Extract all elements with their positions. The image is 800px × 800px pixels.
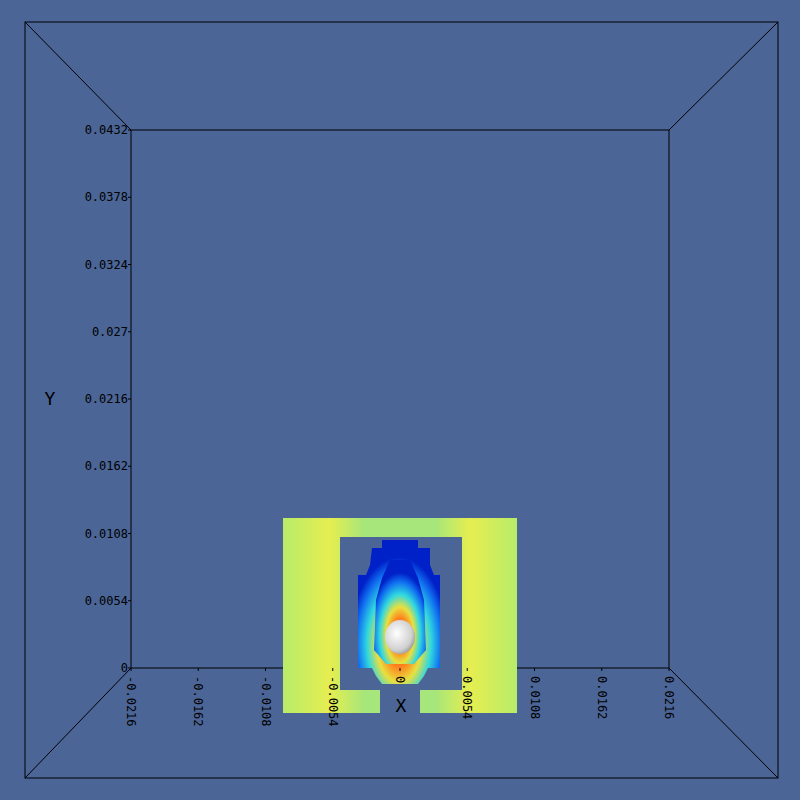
y-tick [128,399,131,400]
y-tick [128,130,131,131]
y-tick-label: 0.0216 [85,392,128,406]
x-axis-label: X [396,695,407,716]
y-tick-label: 0.0162 [85,459,128,473]
y-tick-label: 0.0108 [85,527,128,541]
outer-region [283,518,517,713]
x-tick-label: 0 [393,676,407,683]
y-tick-label: 0.0324 [85,258,128,272]
y-tick [128,331,131,332]
x-tick [669,668,670,671]
y-tick-label: 0.0378 [85,190,128,204]
x-tick-label: -0.0216 [124,676,138,727]
x-tick [198,668,199,671]
cavity-field [374,560,426,664]
plot-frame [131,130,669,668]
y-tick [128,533,131,534]
bounding-box [25,22,778,778]
inner-field [358,540,440,684]
y-tick [128,600,131,601]
x-tick [131,668,132,671]
y-tick-label: 0.0432 [85,123,128,137]
x-tick [467,668,468,671]
x-tick-label: 0.0054 [460,676,474,719]
outer-frame [25,22,778,778]
x-tick [400,668,401,671]
x-tick-label: 0.0108 [528,676,542,719]
y-tick [128,466,131,467]
canvas: 0 0.0054 0.0108 0.0162 0.0216 0.027 0.0324 0.03… [0,0,800,800]
y-tick-label: 0.027 [92,325,128,339]
y-axis-label: Y [45,388,56,409]
x-tick [265,668,266,671]
y-tick [128,197,131,198]
x-tick [332,668,333,671]
x-tick-label: -0.0054 [326,676,340,727]
x-tick [601,668,602,671]
x-tick-label: -0.0108 [259,676,273,727]
gap [340,537,462,713]
x-tick-label: -0.0162 [191,676,205,727]
x-tick-label: 0.0162 [595,676,609,719]
x-tick [534,668,535,671]
root: 0 0.0054 0.0108 0.0162 0.0216 0.027 0.0324 0.03… [0,0,800,800]
x-tick-label: 0.0216 [662,676,676,719]
box-edge [25,668,131,778]
y-tick-label: 0.0054 [85,594,128,608]
sphere [385,620,415,654]
field-slice [283,518,517,713]
box-edge [25,22,131,130]
y-tick [128,264,131,265]
box-edge [669,668,778,778]
y-tick-label: 0 [121,661,128,675]
box-edge [669,22,778,130]
